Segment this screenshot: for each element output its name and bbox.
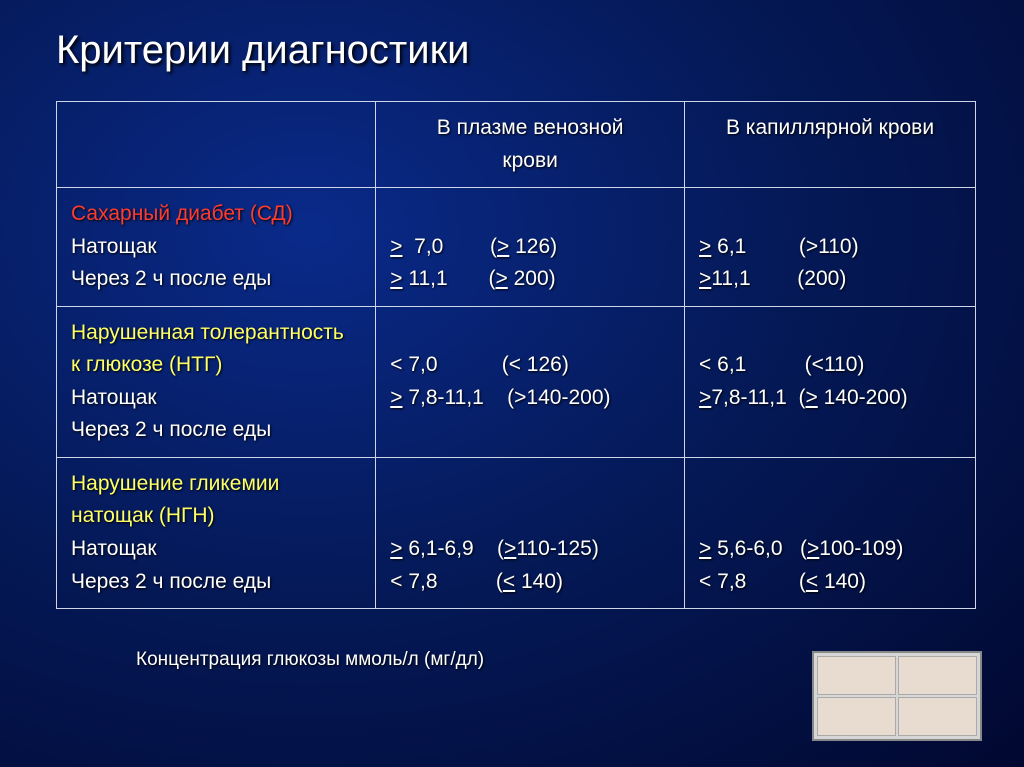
cell-line: > 11,1 (> 200) (390, 263, 670, 296)
cell-line (390, 468, 670, 501)
cell-line: < 6,1 (<110) (699, 349, 961, 382)
table-body: Сахарный диабет (СД)НатощакЧерез 2 ч пос… (57, 188, 976, 609)
glucometer-image (812, 651, 982, 741)
cell-line: < 7,8 (< 140) (699, 566, 961, 599)
cell-line: Через 2 ч после еды (71, 263, 361, 296)
cell-line: > 7,8-11,1 (>140-200) (390, 382, 670, 415)
cell-line: >11,1 (200) (699, 263, 961, 296)
table-cell: Нарушение гликемиинатощак (НГН)НатощакЧе… (57, 457, 376, 608)
cell-line: > 7,0 (> 126) (390, 231, 670, 264)
cell-line: Натощак (71, 533, 361, 566)
header-blank (57, 102, 376, 188)
table-cell: > 5,6-6,0 (>100-109)< 7,8 (< 140) (685, 457, 976, 608)
cell-line: > 6,1-6,9 (>110-125) (390, 533, 670, 566)
table-cell: Нарушенная толерантность к глюкозе (НТГ)… (57, 306, 376, 457)
table-cell: < 6,1 (<110)>7,8-11,1 (> 140-200) (685, 306, 976, 457)
table-cell: < 7,0 (< 126)> 7,8-11,1 (>140-200) (376, 306, 685, 457)
table-cell: > 6,1-6,9 (>110-125)< 7,8 (< 140) (376, 457, 685, 608)
cell-line (390, 317, 670, 350)
cell-line: натощак (НГН) (71, 500, 361, 533)
cell-line: Через 2 ч после еды (71, 566, 361, 599)
cell-line: Нарушение гликемии (71, 468, 361, 501)
cell-line (390, 198, 670, 231)
cell-line: Сахарный диабет (СД) (71, 198, 361, 231)
cell-line (390, 500, 670, 533)
cell-line: >7,8-11,1 (> 140-200) (699, 382, 961, 415)
cell-line: < 7,8 (< 140) (390, 566, 670, 599)
cell-line: к глюкозе (НТГ) (71, 349, 361, 382)
table-row: Нарушение гликемиинатощак (НГН)НатощакЧе… (57, 457, 976, 608)
cell-line (699, 500, 961, 533)
cell-line: < 7,0 (< 126) (390, 349, 670, 382)
cell-line: Через 2 ч после еды (71, 414, 361, 447)
table-row: Нарушенная толерантность к глюкозе (НТГ)… (57, 306, 976, 457)
cell-line (699, 317, 961, 350)
cell-line (699, 198, 961, 231)
cell-line: > 6,1 (>110) (699, 231, 961, 264)
cell-line: Натощак (71, 382, 361, 415)
table-cell: Сахарный диабет (СД)НатощакЧерез 2 ч пос… (57, 188, 376, 307)
table-row: Сахарный диабет (СД)НатощакЧерез 2 ч пос… (57, 188, 976, 307)
cell-line (390, 414, 670, 447)
cell-line (699, 468, 961, 501)
header-capillary: В капиллярной крови (685, 102, 976, 188)
criteria-table: В плазме венозной крови В капиллярной кр… (56, 101, 976, 609)
table-cell: > 7,0 (> 126)> 11,1 (> 200) (376, 188, 685, 307)
cell-line: Нарушенная толерантность (71, 317, 361, 350)
cell-line (699, 414, 961, 447)
cell-line: > 5,6-6,0 (>100-109) (699, 533, 961, 566)
cell-line: Натощак (71, 231, 361, 264)
table-cell: > 6,1 (>110)>11,1 (200) (685, 188, 976, 307)
header-venous: В плазме венозной крови (376, 102, 685, 188)
slide: Критерии диагностики В плазме венозной к… (0, 0, 1024, 767)
table-header-row: В плазме венозной крови В капиллярной кр… (57, 102, 976, 188)
slide-title: Критерии диагностики (56, 28, 984, 73)
